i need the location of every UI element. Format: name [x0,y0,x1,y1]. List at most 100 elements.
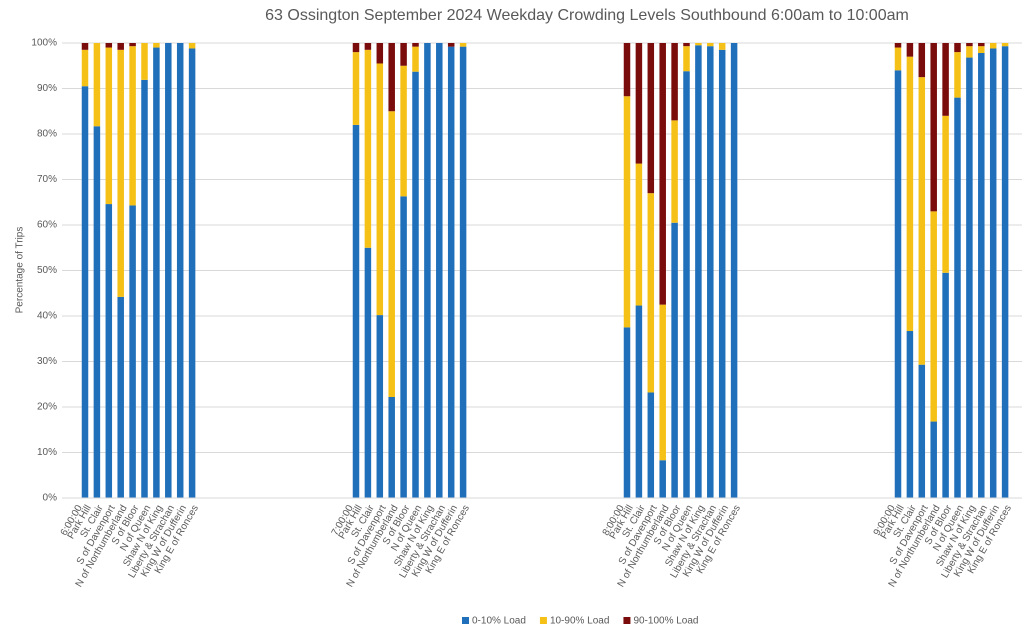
bar-segment [894,43,902,48]
legend-swatch [539,617,547,624]
bar-segment [918,364,926,498]
bar-segment [400,43,407,66]
bar-segment [165,43,172,498]
bar-segment [718,49,726,498]
bar-segment [1001,46,1009,499]
bar-segment [906,56,914,332]
bar-segment [436,43,443,498]
bar-segment [966,43,973,47]
bar-segment [1001,43,1009,47]
bar-segment [647,193,655,393]
bar-segment [671,43,678,121]
bar-segment [93,126,101,498]
y-tick-label: 70% [37,174,57,185]
bar-segment [176,43,184,498]
y-tick-label: 0% [43,493,58,504]
bar-segment [81,49,89,87]
bar-segment [671,222,678,498]
y-tick-label: 90% [37,83,57,94]
bar-segment [352,52,360,125]
bar-segment [105,204,113,498]
bar-segment [117,296,124,498]
legend-label: 10-90% Load [550,616,610,627]
bar-segment [352,43,360,53]
bar-segment [364,43,372,50]
bar-segment [388,111,395,397]
bar-segment [129,43,136,47]
bar-segment [671,120,678,223]
bar-segment [918,43,926,78]
bar-segment [105,43,113,48]
bar-segment [424,43,431,498]
bar-segment [400,196,407,498]
legend-swatch [462,617,469,624]
bar-segment [930,211,937,422]
bar-segment [906,331,914,498]
bar-segment [989,48,997,499]
bar-segment [129,46,136,206]
bar-segment [153,47,160,499]
bar-segment [930,421,937,498]
bar-segment [623,327,631,498]
bar-segment [683,43,690,47]
y-tick-label: 100% [31,38,57,49]
bar-segment [966,46,973,58]
bar-segment [188,48,196,499]
bar-segment [954,52,961,98]
y-tick-label: 40% [37,311,57,322]
bar-segment [683,46,690,72]
bar-segment [364,49,372,248]
bar-segment [683,71,690,499]
bar-segment [707,46,714,499]
bar-segment [894,70,902,499]
bar-segment [81,43,89,50]
y-tick-label: 20% [37,402,57,413]
y-axis-label: Percentage of Trips [15,227,26,314]
bar-segment [978,53,985,498]
bar-segment [105,47,113,205]
bar-segment [117,49,124,297]
bar-segment [81,86,89,498]
bar-segment [153,43,160,48]
bar-segment [989,43,997,49]
bar-segment [459,46,467,498]
bar-segment [695,43,702,46]
bar-segment [978,43,985,47]
bar-segment [376,43,384,64]
bar-segment [906,43,914,57]
y-tick-label: 30% [37,356,57,367]
bar-segment [412,46,419,72]
bar-segment [730,43,738,498]
bar-segment [942,272,949,498]
bar-segment [376,315,384,498]
bar-segment [942,115,949,273]
bar-segment [978,46,985,54]
bar-segment [141,79,148,498]
y-tick-label: 60% [37,220,57,231]
bar-segment [117,43,124,50]
bar-segment [966,57,973,499]
bar-segment [388,43,395,112]
bar-segment [188,43,196,49]
legend-label: 90-100% Load [633,616,698,627]
bar-segment [718,43,726,50]
bar-segment [623,43,631,97]
bar-segment [129,205,136,498]
bar-segment [894,47,902,71]
bar-segment [659,460,666,498]
bar-segment [376,63,384,316]
bar-segment [447,43,455,47]
bar-segment [659,43,666,305]
bar-segment [695,45,702,499]
bar-segment [141,43,148,80]
bar-segment [954,97,961,498]
bar-segment [400,65,407,197]
bar-segment [659,304,666,461]
chart-title: 63 Ossington September 2024 Weekday Crow… [265,7,909,24]
bar-segment [918,77,926,365]
y-tick-label: 10% [37,447,57,458]
bar-segment [635,163,643,306]
bar-segment [930,43,937,212]
bar-segment [942,43,949,116]
